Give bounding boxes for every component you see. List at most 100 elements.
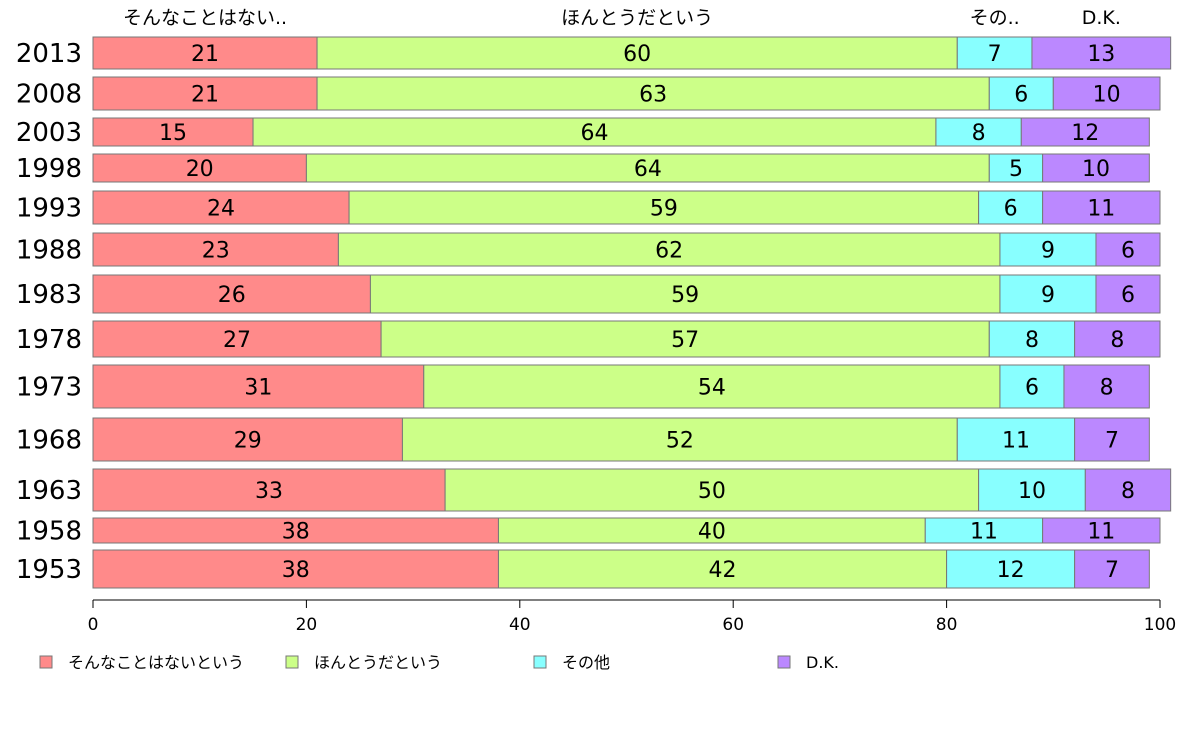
bar-value-label: 57 bbox=[671, 328, 699, 353]
year-labels: 2013 2008 2003 1998 1993 1988 1983 1978 1973 1968… bbox=[16, 39, 82, 585]
bar-1988-series-1 bbox=[337, 232, 1001, 267]
bar-1993-series-0 bbox=[92, 190, 350, 225]
bar-1988-series-2 bbox=[999, 232, 1097, 267]
bar-value-label: 6 bbox=[1121, 283, 1135, 308]
bar-value-label: 9 bbox=[1041, 283, 1055, 308]
top-label-2: その.. bbox=[970, 7, 1020, 29]
bar-value-label: 52 bbox=[666, 429, 694, 454]
bar-1958-series-1 bbox=[497, 517, 926, 544]
x-tick-label: 60 bbox=[722, 615, 744, 635]
bar-value-label: 24 bbox=[207, 197, 235, 222]
bar-value-label: 8 bbox=[1025, 328, 1039, 353]
bar-value-label: 8 bbox=[1121, 479, 1135, 504]
bar-value-label: 11 bbox=[1087, 197, 1115, 222]
bar-1968-series-2 bbox=[956, 417, 1076, 462]
year-label: 2003 bbox=[16, 118, 82, 148]
bar-1998-series-0 bbox=[92, 153, 307, 183]
bar-value-label: 27 bbox=[223, 328, 251, 353]
top-label-3: D.K. bbox=[1082, 7, 1121, 29]
bar-value-label: 63 bbox=[639, 83, 667, 108]
bar-value-label: 10 bbox=[1082, 157, 1110, 182]
bar-value-label: 42 bbox=[709, 558, 737, 583]
bar-value-label: 23 bbox=[202, 239, 230, 264]
bar-1993-series-2 bbox=[978, 190, 1044, 225]
bar-1983-series-0 bbox=[92, 274, 371, 314]
bar-1958-series-2 bbox=[924, 517, 1044, 544]
year-label: 2013 bbox=[16, 39, 82, 69]
bar-2008-series-1 bbox=[316, 76, 990, 111]
top-label-0: そんなことはない.. bbox=[123, 7, 287, 29]
bar-2008-series-0 bbox=[92, 76, 318, 111]
year-label: 1983 bbox=[16, 280, 82, 310]
x-tick-label: 0 bbox=[88, 615, 99, 635]
year-label: 1958 bbox=[16, 517, 82, 547]
bar-1963-series-1 bbox=[444, 468, 980, 512]
x-tick-label: 20 bbox=[296, 615, 318, 635]
x-tick-label: 100 bbox=[1144, 615, 1176, 635]
bar-2008-series-3 bbox=[1052, 76, 1161, 111]
bar-1998-series-3 bbox=[1042, 153, 1150, 183]
bar-1978-series-2 bbox=[988, 320, 1076, 358]
x-tick-label: 40 bbox=[509, 615, 531, 635]
bar-value-label: 33 bbox=[255, 479, 283, 504]
bar-value-label: 38 bbox=[282, 558, 310, 583]
bar-value-label: 12 bbox=[1071, 121, 1099, 146]
legend-swatch bbox=[285, 655, 299, 669]
bar-1963-series-3 bbox=[1084, 468, 1172, 512]
bar-1958-series-0 bbox=[92, 517, 499, 544]
year-label: 1963 bbox=[16, 476, 82, 506]
year-label: 1998 bbox=[16, 154, 82, 184]
bar-value-label: 64 bbox=[580, 121, 608, 146]
bar-value-label: 7 bbox=[988, 42, 1002, 67]
bar-1998-series-1 bbox=[305, 153, 990, 183]
bar-1958-series-3 bbox=[1042, 517, 1161, 544]
bar-1953-series-0 bbox=[92, 549, 499, 589]
bar-value-label: 6 bbox=[1014, 83, 1028, 108]
bar-value-label: 64 bbox=[634, 157, 662, 182]
legend-label: その他 bbox=[562, 653, 610, 672]
bar-1968-series-3 bbox=[1074, 417, 1150, 462]
bar-value-label: 11 bbox=[1002, 429, 1030, 454]
year-label: 1993 bbox=[16, 194, 82, 224]
bar-1988-series-0 bbox=[92, 232, 339, 267]
bar-value-label: 8 bbox=[1100, 376, 1114, 401]
legend-label: ほんとうだという bbox=[314, 653, 442, 672]
legend-label: そんなことはないという bbox=[68, 653, 244, 672]
x-axis: 0 20 40 60 80 100 bbox=[88, 599, 1176, 635]
bar-2013-series-0 bbox=[92, 36, 318, 70]
bar-1993-series-3 bbox=[1042, 190, 1161, 225]
year-label: 2008 bbox=[16, 80, 82, 110]
bar-value-label: 26 bbox=[218, 283, 246, 308]
bar-2008-series-2 bbox=[988, 76, 1054, 111]
bar-1953-series-2 bbox=[946, 549, 1076, 589]
top-category-labels: そんなことはない.. ほんとうだという その.. D.K. bbox=[123, 7, 1121, 29]
bar-value-label: 8 bbox=[972, 121, 986, 146]
bar-1968-series-1 bbox=[401, 417, 958, 462]
bar-value-label: 6 bbox=[1025, 376, 1039, 401]
bar-value-label: 8 bbox=[1110, 328, 1124, 353]
bar-value-label: 54 bbox=[698, 376, 726, 401]
bar-value-label: 31 bbox=[244, 376, 272, 401]
bar-value-label: 6 bbox=[1121, 239, 1135, 264]
bar-2013-series-2 bbox=[956, 36, 1033, 70]
year-label: 1988 bbox=[16, 236, 82, 266]
bar-1973-series-1 bbox=[423, 364, 1001, 409]
bar-value-label: 20 bbox=[186, 157, 214, 182]
bar-1963-series-2 bbox=[978, 468, 1086, 512]
bar-1978-series-0 bbox=[92, 320, 382, 358]
bar-2003-series-3 bbox=[1020, 117, 1150, 147]
bar-value-label: 59 bbox=[671, 283, 699, 308]
bar-value-label: 13 bbox=[1087, 42, 1115, 67]
bar-1968-series-0 bbox=[92, 417, 403, 462]
bar-2003-series-1 bbox=[252, 117, 937, 147]
bar-value-label: 15 bbox=[159, 121, 187, 146]
bar-value-label: 7 bbox=[1105, 429, 1119, 454]
bar-1988-series-3 bbox=[1095, 232, 1161, 267]
bar-2013-series-3 bbox=[1031, 36, 1172, 70]
bar-value-label: 6 bbox=[1004, 197, 1018, 222]
bar-1963-series-0 bbox=[92, 468, 446, 512]
year-label: 1968 bbox=[16, 426, 82, 456]
bar-2003-series-0 bbox=[92, 117, 254, 147]
x-tick-label: 80 bbox=[936, 615, 958, 635]
